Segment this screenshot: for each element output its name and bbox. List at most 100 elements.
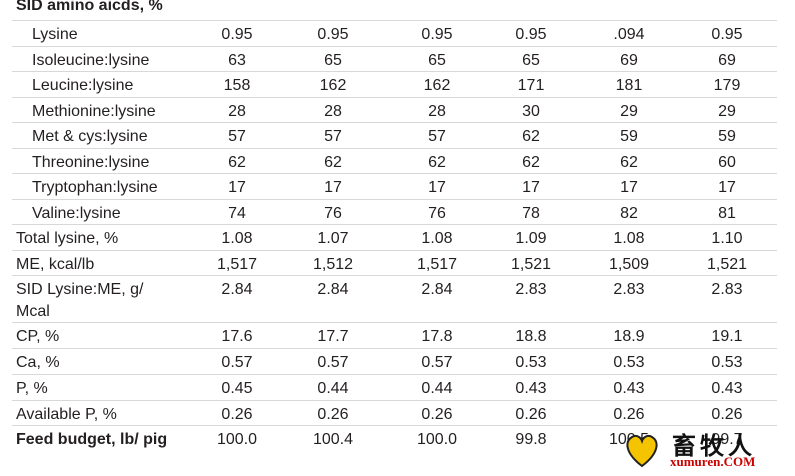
table-row: Tryptophan:lysine 17 17 17 17 17 17 xyxy=(12,173,777,200)
cell-value: 29 xyxy=(620,102,638,120)
cell-value: 0.43 xyxy=(613,380,645,397)
cell-value: 2.83 xyxy=(515,281,547,298)
row-label: Valine:lysine xyxy=(32,204,121,222)
table-row: CP, % 17.6 17.7 17.8 18.8 18.9 19.1 xyxy=(12,322,777,349)
cell-value: 62 xyxy=(228,153,246,171)
cell-value: 17 xyxy=(228,179,246,196)
cell-value: 179 xyxy=(713,77,741,94)
row-label: CP, % xyxy=(16,328,60,345)
cell-value: 158 xyxy=(223,77,251,94)
watermark-name: 畜牧人 xyxy=(672,433,756,460)
cell-value: 0.95 xyxy=(221,26,253,43)
cell-value: 17.8 xyxy=(421,328,453,345)
cell-value: 65 xyxy=(522,51,540,69)
row-label: Tryptophan:lysine xyxy=(32,179,158,196)
table-row: Isoleucine:lysine 63 65 65 65 69 69 xyxy=(12,45,777,73)
cell-value: 0.45 xyxy=(221,380,253,397)
cell-value: 0.43 xyxy=(515,380,547,397)
cell-value: 1.10 xyxy=(711,230,743,247)
cell-value: 60 xyxy=(718,153,736,171)
cell-value: 65 xyxy=(324,51,342,69)
cell-value: 0.95 xyxy=(711,26,743,43)
cell-value: 99.8 xyxy=(515,430,547,448)
cell-value: 0.26 xyxy=(613,405,645,423)
cell-value: 17 xyxy=(522,179,540,196)
cell-value: 1.08 xyxy=(613,230,645,247)
cell-value: 0.53 xyxy=(711,354,743,371)
cell-value: 1.07 xyxy=(317,230,349,247)
row-label: Leucine:lysine xyxy=(32,77,134,94)
cell-value: 0.44 xyxy=(317,380,349,397)
row-label: Available P, % xyxy=(16,405,117,423)
cell-value: 19.1 xyxy=(711,328,743,345)
table-row: Available P, % 0.26 0.26 0.26 0.26 0.26 0.26 xyxy=(12,399,777,426)
table-row: Methionine:lysine 28 28 28 30 29 29 xyxy=(12,96,777,124)
cell-value: 28 xyxy=(324,102,342,120)
cell-value: 76 xyxy=(428,204,446,222)
watermark: 畜牧人 xumuren.COM xyxy=(622,426,792,472)
row-label: Feed budget, lb/ pig xyxy=(16,430,168,448)
cell-value: 0.95 xyxy=(421,26,453,43)
row-label: Total lysine, % xyxy=(16,230,119,247)
cell-value: 28 xyxy=(228,102,246,120)
cell-value: 0.26 xyxy=(515,405,547,423)
cell-value: 99.7 xyxy=(711,430,743,448)
cell-value: 63 xyxy=(228,51,246,69)
cell-value: 28 xyxy=(428,102,446,120)
cell-value: 0.44 xyxy=(421,380,453,397)
cell-value: 1.08 xyxy=(421,230,453,247)
cell-value: 62 xyxy=(522,153,540,171)
cell-value: 1,517 xyxy=(216,255,258,273)
cell-value: 1.08 xyxy=(221,230,253,247)
cell-value: 0.57 xyxy=(421,354,453,371)
table-row: P, % 0.45 0.44 0.44 0.43 0.43 0.43 xyxy=(12,374,777,401)
cell-value: 171 xyxy=(517,77,545,94)
cell-value: 74 xyxy=(228,204,246,222)
cell-value: 100.0 xyxy=(216,430,258,448)
cell-value: 18.8 xyxy=(515,328,547,345)
cell-value: 0.57 xyxy=(221,354,253,371)
cell-value: 18.9 xyxy=(613,328,645,345)
cell-value: 57 xyxy=(324,128,342,145)
table-row: Ca, % 0.57 0.57 0.57 0.53 0.53 0.53 xyxy=(12,348,777,375)
cell-value: 62 xyxy=(324,153,342,171)
cell-value: 181 xyxy=(615,77,643,94)
row-label: Isoleucine:lysine xyxy=(32,51,150,69)
cell-value: 0.26 xyxy=(317,405,349,423)
cell-value: 0.95 xyxy=(317,26,349,43)
cell-value: 59 xyxy=(718,128,736,145)
cell-value: 57 xyxy=(428,128,446,145)
cell-value: 0.26 xyxy=(221,405,253,423)
cell-value: 0.26 xyxy=(421,405,453,423)
row-label: Ca, % xyxy=(16,354,60,371)
cell-value: 62 xyxy=(620,153,638,171)
cell-value: 0.53 xyxy=(613,354,645,371)
cell-value: 100.0 xyxy=(416,430,458,448)
cell-value: 57 xyxy=(228,128,246,145)
cell-value: .094 xyxy=(613,26,645,43)
cell-value: 2.83 xyxy=(711,281,743,298)
cell-value: 62 xyxy=(428,153,446,171)
cell-value: 1,521 xyxy=(510,255,552,273)
row-label: Threonine:lysine xyxy=(32,153,150,171)
table-row: Valine:lysine 74 76 76 78 82 81 xyxy=(12,198,777,226)
table-row: Leucine:lysine 158 162 162 171 181 179 xyxy=(12,71,777,98)
row-label: Methionine:lysine xyxy=(32,102,156,120)
row-label: SID Lysine:ME, g/ Mcal xyxy=(16,281,144,320)
cell-value: 17 xyxy=(324,179,342,196)
cell-value: 17 xyxy=(428,179,446,196)
cell-value: 1.09 xyxy=(515,230,547,247)
cell-value: 30 xyxy=(522,102,540,120)
cell-value: 2.83 xyxy=(613,281,645,298)
table-row: Threonine:lysine 62 62 62 62 62 60 xyxy=(12,147,777,175)
cell-value: 76 xyxy=(324,204,342,222)
cell-value: 1,509 xyxy=(608,255,650,273)
cell-value: 2.84 xyxy=(221,281,253,298)
cell-value: 17 xyxy=(620,179,638,196)
cell-value: 17.6 xyxy=(221,328,253,345)
table-row: Total lysine, % 1.08 1.07 1.08 1.09 1.08 1.10 xyxy=(12,224,777,251)
cell-value: 2.84 xyxy=(317,281,349,298)
cell-value: 1,512 xyxy=(312,255,354,273)
section-title: SID amino aicds, % xyxy=(16,0,163,14)
